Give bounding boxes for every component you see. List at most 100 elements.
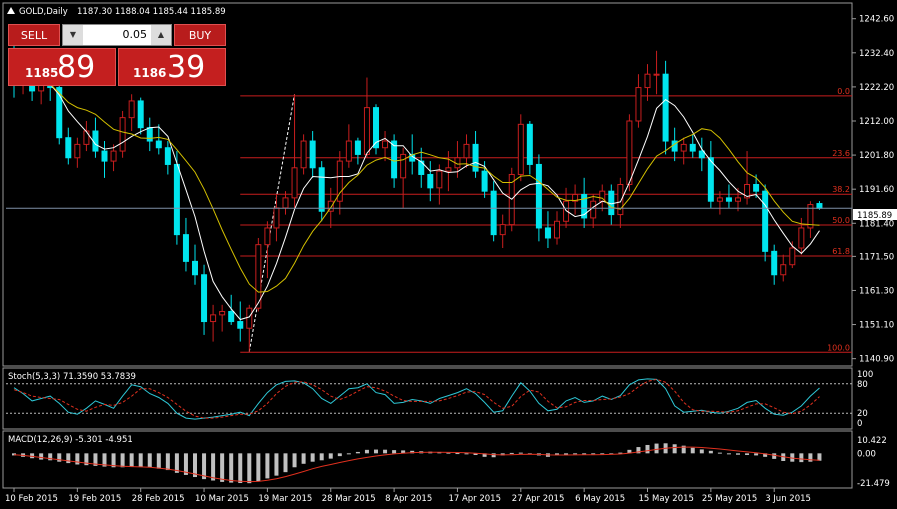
macd-bar (220, 453, 225, 482)
fib-level-label: 0.0 (837, 87, 850, 96)
time-tick-label: 27 Apr 2015 (512, 494, 565, 504)
lot-size-input[interactable]: 0.05 (122, 28, 148, 41)
candle (255, 244, 262, 309)
macd-bar (364, 449, 369, 454)
candle (780, 264, 787, 276)
macd-scale-label: 10.422 (857, 436, 887, 446)
candle (246, 307, 253, 329)
current-price-label: 1185.89 (857, 211, 892, 221)
candle (427, 173, 434, 189)
macd-bar (346, 453, 351, 455)
macd-bar (790, 453, 795, 462)
macd-bar (292, 453, 297, 468)
candle (590, 200, 597, 219)
macd-bar (455, 453, 460, 455)
macd-bar (591, 453, 596, 455)
macd-bar (39, 453, 44, 460)
fib-level-label: 61.8 (832, 247, 850, 256)
candle (327, 200, 334, 212)
candle (789, 247, 796, 266)
macd-bar (120, 453, 125, 468)
candle (382, 140, 389, 149)
candle (753, 184, 760, 192)
fibonacci-retracement[interactable]: 0.0 23.6 38.2 50.0 61.8 100.0 (240, 87, 852, 353)
candle (282, 197, 289, 209)
candle (653, 73, 660, 76)
macd-bar (147, 453, 152, 468)
macd-bar (374, 449, 378, 454)
macd-bar (636, 447, 641, 454)
time-axis: 10 Feb 2015 19 Feb 2015 28 Feb 2015 10 Mar … (5, 488, 811, 504)
candle (219, 311, 226, 316)
candle (463, 143, 470, 159)
macd-scale-label: 0.00 (857, 449, 876, 459)
macd-bar (618, 452, 623, 454)
macd-bar (111, 453, 116, 468)
macd-bar (355, 451, 360, 454)
macd-bar (654, 443, 659, 454)
candle (680, 143, 687, 152)
buy-button[interactable]: BUY (174, 24, 226, 46)
price-tick-label: 1181.40 (859, 219, 894, 229)
time-tick-label: 19 Feb 2015 (68, 494, 121, 504)
macd-bar (799, 453, 804, 463)
candle (526, 123, 533, 165)
lot-size-stepper[interactable]: ▼ 0.05 ▲ (62, 24, 172, 46)
current-price-tag (853, 209, 897, 220)
price-tick-label: 1212.00 (859, 117, 894, 127)
bid-price-prefix: 1185 (25, 66, 59, 80)
moving-averages (13, 80, 820, 321)
macd-bar (564, 453, 569, 455)
candle (373, 107, 379, 149)
macd-bar (165, 453, 170, 471)
candle (74, 143, 81, 159)
macd-bar (30, 453, 35, 459)
macd-bar (211, 453, 216, 481)
candle (807, 204, 814, 229)
candle (155, 140, 162, 149)
macd-bar (174, 453, 179, 473)
time-tick-label: 28 Feb 2015 (132, 494, 185, 504)
macd-bar (699, 449, 704, 454)
candle (581, 194, 588, 219)
macd-bar (102, 453, 107, 467)
stoch-scale-label: 20 (857, 409, 868, 419)
bid-price-box[interactable]: 1185 89 (8, 48, 116, 86)
candle (635, 87, 642, 122)
macd-bar (681, 445, 686, 454)
sell-button[interactable]: SELL (8, 24, 60, 46)
candle (517, 123, 524, 175)
stoch-scale-label: 80 (857, 380, 868, 390)
time-tick-label: 19 Mar 2015 (258, 494, 312, 504)
price-tick-label: 1191.60 (859, 185, 894, 195)
fib-trendline[interactable] (248, 94, 296, 352)
ma-slow-line (13, 80, 820, 293)
candle (798, 227, 805, 249)
candle (563, 200, 570, 222)
triangle-up-icon (7, 7, 15, 14)
price-tick-label: 1201.80 (859, 151, 894, 161)
candle (228, 311, 235, 323)
candle (336, 160, 343, 202)
macd-panel-frame (2, 430, 853, 489)
chevron-down-icon[interactable]: ▼ (63, 25, 83, 45)
macd-bar (817, 453, 822, 461)
candle (662, 73, 669, 142)
chevron-up-icon[interactable]: ▲ (151, 25, 171, 45)
candlestick-series (11, 40, 823, 352)
chart-symbol: GOLD,Daily (19, 7, 68, 17)
candle (554, 220, 560, 239)
candle (535, 163, 542, 229)
time-tick-label: 8 Apr 2015 (385, 494, 432, 504)
candle (137, 100, 144, 129)
macd-bar (745, 453, 750, 456)
ask-price-pips: 39 (167, 50, 206, 85)
ask-price-box[interactable]: 1186 39 (118, 48, 226, 86)
stoch-panel-frame (2, 367, 853, 430)
macd-indicator: 10.422 0.00 -21.479 (12, 436, 890, 489)
macd-bar (229, 453, 234, 483)
macd-bar (410, 450, 415, 454)
candle (490, 190, 497, 236)
candle (572, 194, 579, 202)
